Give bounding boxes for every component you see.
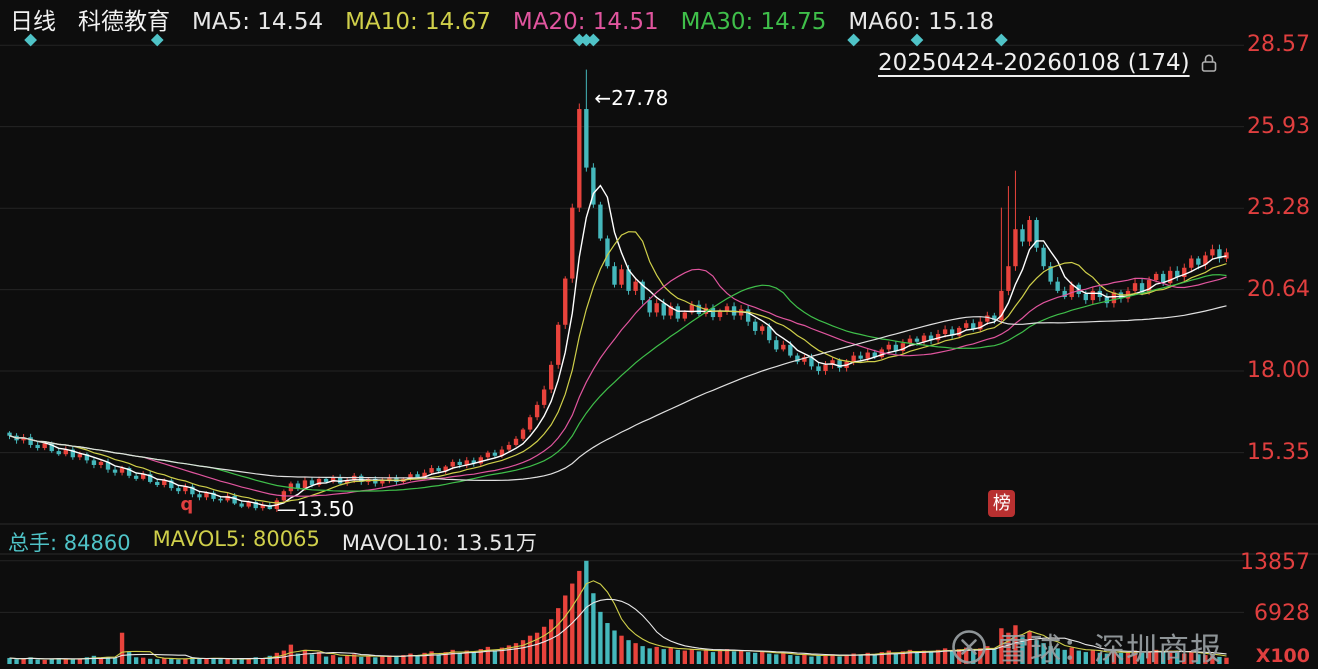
event-diamond-icon bbox=[995, 33, 1008, 47]
ma-line-ma5 bbox=[9, 184, 1227, 507]
ma-legend-item: MA30: 14.75 bbox=[680, 9, 827, 35]
stock-name: 科德教育 bbox=[78, 9, 170, 35]
ma-lines-layer bbox=[9, 184, 1227, 507]
lock-icon[interactable] bbox=[1198, 52, 1220, 74]
volume-legend-item: MAVOL10: 13.51万 bbox=[341, 531, 537, 555]
ma-legend: MA5: 14.54 MA10: 14.67 MA20: 14.51 MA30: 14… bbox=[192, 9, 994, 35]
mavol-lines-layer bbox=[9, 580, 1227, 660]
date-range[interactable]: 20250424-20260108 (174) bbox=[878, 50, 1220, 76]
ma-line-ma20 bbox=[9, 268, 1227, 497]
volume-legend-item: 总手: 84860 bbox=[8, 531, 131, 555]
ma-line-ma60 bbox=[9, 305, 1227, 481]
volume-legend: 总手: 84860 MAVOL5: 80065 MAVOL10: 13.51万 bbox=[8, 527, 537, 557]
trough-price-annotation: —13.50 bbox=[276, 496, 355, 521]
mavol-line-mavol10 bbox=[9, 598, 1227, 660]
event-diamond-icon bbox=[150, 33, 164, 47]
event-q-marker[interactable]: q bbox=[180, 494, 194, 515]
volume-legend-item: MAVOL5: 80065 bbox=[152, 527, 320, 551]
ma-legend-item: MA5: 14.54 bbox=[192, 9, 324, 35]
ma-legend-item: MA10: 14.67 bbox=[345, 9, 491, 35]
volume-multiplier-label: X100 bbox=[1255, 645, 1310, 667]
event-diamond-icon bbox=[24, 33, 37, 47]
gridlines bbox=[0, 44, 1318, 613]
candlestick-layer bbox=[7, 69, 1229, 512]
date-range-label[interactable]: 20250424-20260108 (174) bbox=[878, 50, 1190, 76]
period-selector[interactable]: 日线 bbox=[10, 9, 56, 35]
ranking-badge[interactable]: 榜 bbox=[988, 490, 1016, 517]
chart-header: 日线 科德教育 MA5: 14.54 MA10: 14.67 MA20: 14.51… bbox=[10, 2, 994, 36]
ma-line-ma30 bbox=[9, 274, 1227, 492]
ma-line-ma10 bbox=[9, 231, 1227, 504]
ma-legend-item: MA20: 14.51 bbox=[512, 9, 659, 35]
peak-price-annotation: ←27.78 bbox=[594, 85, 669, 110]
ma-legend-item: MA60: 15.18 bbox=[848, 9, 995, 35]
